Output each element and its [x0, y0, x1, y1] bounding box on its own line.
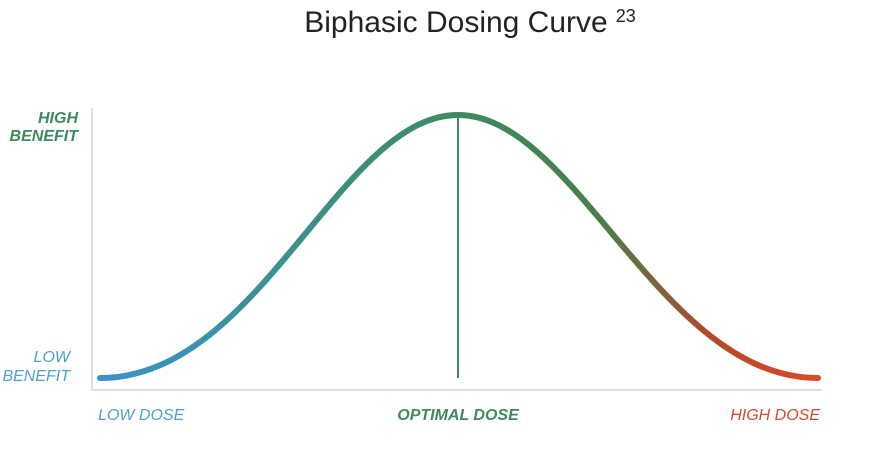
- x-label-high: HIGH DOSE: [730, 407, 820, 424]
- y-label-low: BENEFIT: [2, 368, 71, 385]
- x-label-low: LOW DOSE: [98, 407, 185, 424]
- y-label-low: LOW: [34, 349, 72, 366]
- y-label-high: HIGH: [38, 110, 78, 127]
- title: Biphasic Dosing Curve 23: [304, 6, 636, 39]
- y-label-high: BENEFIT: [10, 128, 80, 145]
- x-label-optimal: OPTIMAL DOSE: [397, 407, 520, 424]
- dose-curve: [97, 111, 821, 381]
- title-text: Biphasic Dosing Curve: [304, 6, 607, 39]
- title-superscript: 23: [616, 6, 636, 26]
